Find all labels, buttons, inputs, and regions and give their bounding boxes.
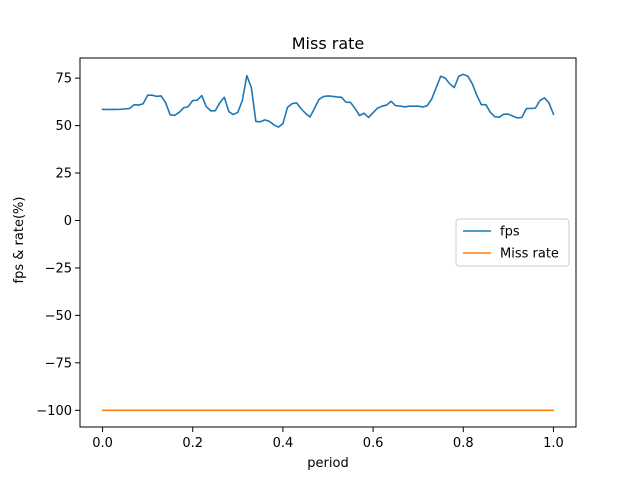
y-tick-label: 75 [55,72,72,87]
legend-label: fps [500,225,520,240]
x-tick-label: 0.0 [92,436,113,451]
y-tick-label: −25 [45,261,72,276]
x-tick-label: 0.4 [273,436,294,451]
legend-label: Miss rate [500,247,559,262]
y-tick-label: 25 [55,167,72,182]
legend: fps Miss rate [455,218,570,267]
chart-title: Miss rate [292,34,365,53]
x-axis-label: period [307,456,348,471]
y-tick-label: −100 [36,404,72,419]
y-tick-label: 0 [64,214,72,229]
x-tick-label: 1.0 [543,436,564,451]
y-tick-label: −50 [45,309,72,324]
x-tick-label: 0.2 [182,436,203,451]
series-layer [101,73,555,412]
plot-frame [79,57,577,428]
x-axis: 0.0 0.2 0.4 0.6 0.8 1.0 [92,427,564,451]
x-tick-label: 0.8 [453,436,474,451]
y-axis: 75 50 25 0 −25 −50 −75 −100 [36,72,80,419]
x-tick-label: 0.6 [363,436,384,451]
y-axis-label: fps & rate(%) [12,197,27,284]
y-tick-label: −75 [45,356,72,371]
series-line-fps [101,73,555,128]
y-tick-label: 50 [55,119,72,134]
